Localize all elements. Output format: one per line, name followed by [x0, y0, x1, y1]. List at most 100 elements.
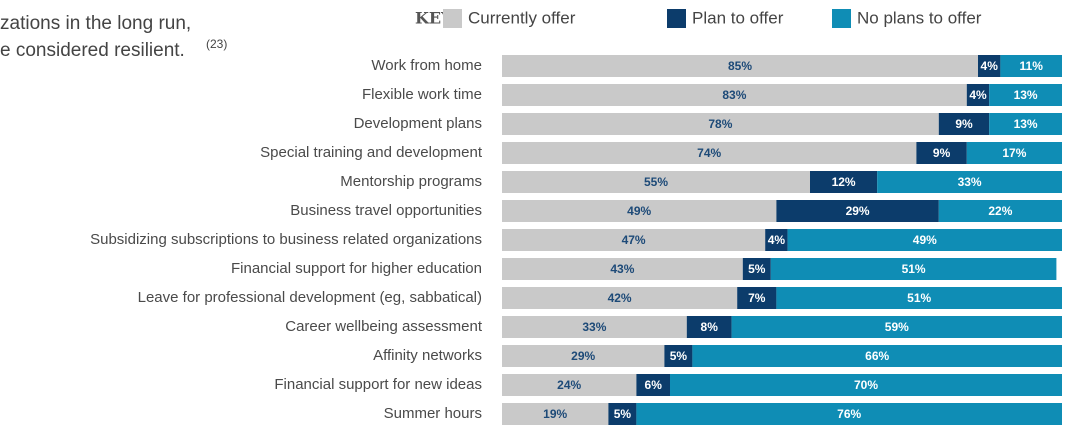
category-label: Flexible work time [362, 86, 482, 103]
bar-segment [502, 113, 939, 135]
data-label: 47% [622, 233, 646, 247]
data-label: 13% [1014, 117, 1038, 131]
bar-segment [776, 287, 1062, 309]
bar-segment [692, 345, 1062, 367]
data-label: 42% [608, 291, 632, 305]
data-label: 49% [627, 204, 651, 218]
bar-segment [502, 316, 687, 338]
legend-label: Currently offer [468, 8, 576, 27]
bar-segment [966, 142, 1062, 164]
data-label: 12% [832, 175, 856, 189]
data-label: 85% [728, 59, 752, 73]
data-label: 5% [748, 262, 766, 276]
legend-swatch [832, 9, 851, 28]
bar-segment [502, 403, 609, 425]
category-label: Business travel opportunities [290, 202, 482, 219]
data-label: 43% [610, 262, 634, 276]
bar-segment [502, 171, 810, 193]
data-label: 7% [748, 291, 766, 305]
category-label: Leave for professional development (eg, … [138, 289, 482, 306]
data-label: 9% [933, 146, 951, 160]
bar-segment [938, 200, 1062, 222]
bar-segment [502, 84, 967, 106]
legend-swatch [443, 9, 462, 28]
bar-segment [608, 403, 637, 425]
legend-label: Plan to offer [692, 8, 784, 27]
bar-segment [502, 258, 743, 280]
bar-segment [966, 84, 990, 106]
annotation: e considered resilient. [0, 40, 185, 61]
data-label: 22% [988, 204, 1012, 218]
bar-segment [502, 287, 738, 309]
data-label: 24% [557, 378, 581, 392]
data-label: 9% [955, 117, 973, 131]
bar-segment [989, 84, 1062, 106]
category-label: Mentorship programs [340, 173, 482, 190]
bar-segment [978, 55, 1001, 77]
bar-segment [502, 200, 777, 222]
data-label: 5% [670, 349, 688, 363]
bar-segment [916, 142, 967, 164]
bar-segment [787, 229, 1062, 251]
data-label: 5% [614, 407, 632, 421]
data-label: 17% [1002, 146, 1026, 160]
data-label: 83% [722, 88, 746, 102]
bar-segment [636, 374, 670, 396]
data-label: 4% [969, 88, 987, 102]
bar-segment [742, 258, 771, 280]
category-label: Summer hours [384, 405, 482, 422]
footnote-marker: (23) [206, 37, 227, 51]
bar-segment [502, 374, 637, 396]
bar-segment [664, 345, 693, 367]
data-label: 74% [697, 146, 721, 160]
bar-segment [989, 113, 1062, 135]
data-label: 19% [543, 407, 567, 421]
data-label: 76% [837, 407, 861, 421]
data-label: 66% [865, 349, 889, 363]
category-label: Special training and development [260, 144, 483, 161]
data-label: 6% [645, 378, 663, 392]
bar-segment [502, 229, 766, 251]
bar-segment [1000, 55, 1062, 77]
bar-segment [670, 374, 1062, 396]
data-label: 49% [913, 233, 937, 247]
annotation: zations in the long run, [0, 13, 191, 34]
data-label: 51% [907, 291, 931, 305]
data-label: 55% [644, 175, 668, 189]
category-label: Financial support for higher education [231, 260, 482, 277]
legend-label: No plans to offer [857, 8, 982, 27]
category-label: Career wellbeing assessment [285, 318, 483, 335]
data-label: 70% [854, 378, 878, 392]
bar-segment [765, 229, 788, 251]
bar-segment [776, 200, 939, 222]
category-label: Affinity networks [373, 347, 482, 364]
data-label: 59% [885, 320, 909, 334]
bar-segment [737, 287, 777, 309]
legend-swatch [667, 9, 686, 28]
bar-segment [731, 316, 1062, 338]
data-label: 8% [701, 320, 719, 334]
data-label: 78% [708, 117, 732, 131]
data-label: 33% [958, 175, 982, 189]
data-label: 4% [768, 233, 786, 247]
bar-segment [810, 171, 878, 193]
bar-segment [938, 113, 990, 135]
data-label: 11% [1020, 59, 1044, 73]
data-label: 29% [571, 349, 595, 363]
bar-segment [502, 55, 978, 77]
category-label: Work from home [371, 57, 482, 74]
bar-segment [502, 142, 917, 164]
category-label: Development plans [354, 115, 482, 132]
bar-segment [770, 258, 1057, 280]
bar-segment [686, 316, 732, 338]
category-label: Financial support for new ideas [274, 376, 482, 393]
data-label: 13% [1014, 88, 1038, 102]
data-label: 29% [846, 204, 870, 218]
category-label: Subsidizing subscriptions to business re… [90, 231, 482, 248]
bar-segment [636, 403, 1062, 425]
bar-segment [502, 345, 665, 367]
data-label: 33% [582, 320, 606, 334]
data-label: 51% [902, 262, 926, 276]
bar-segment [877, 171, 1062, 193]
